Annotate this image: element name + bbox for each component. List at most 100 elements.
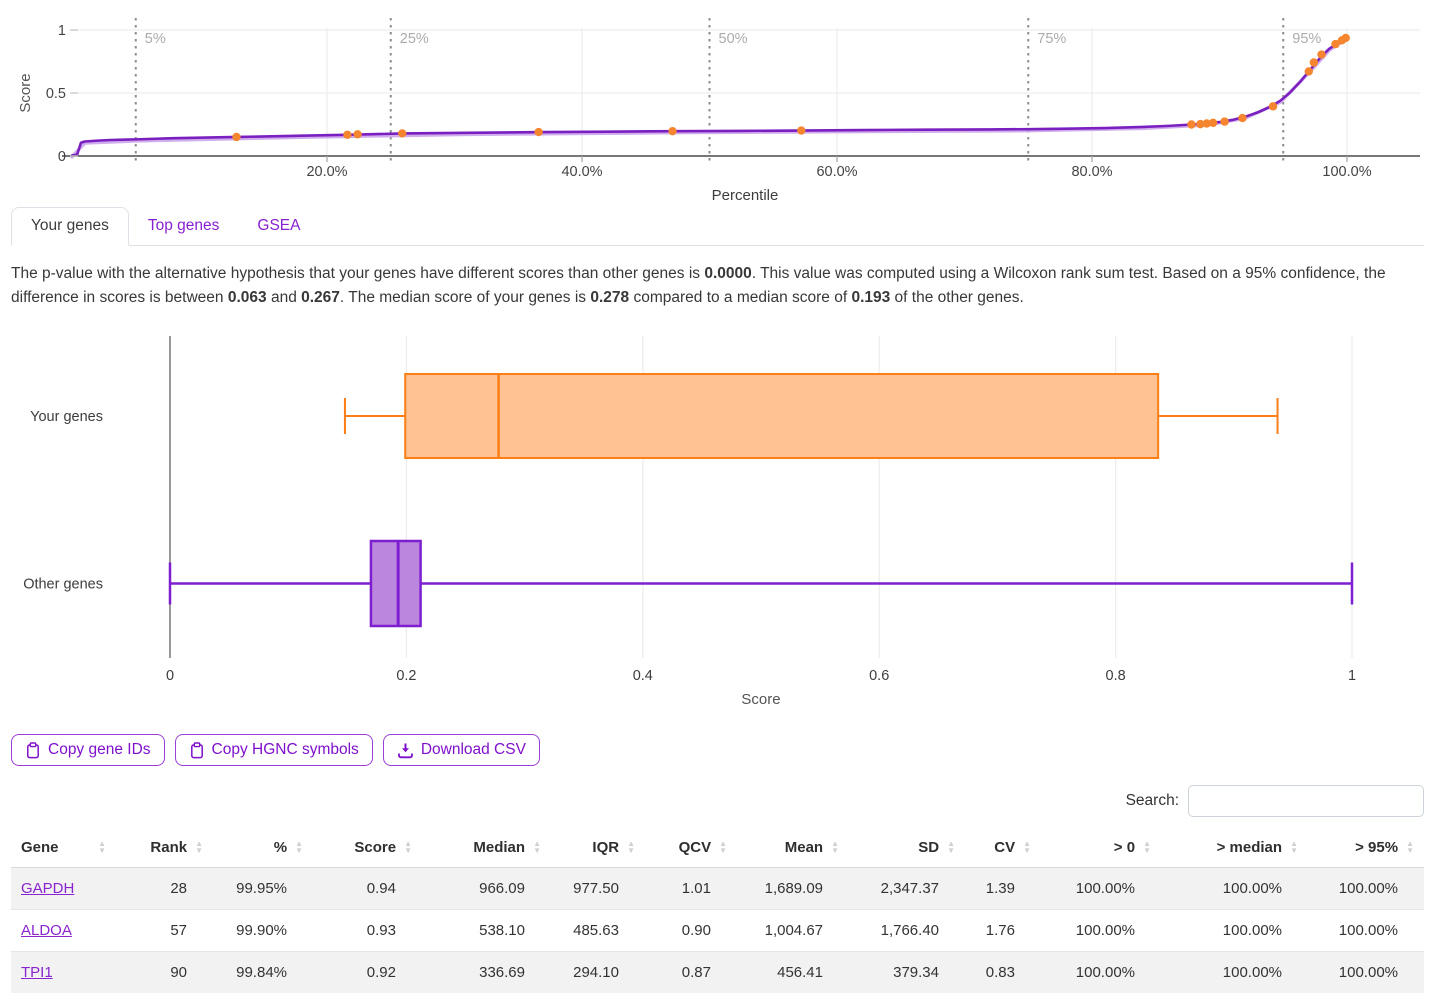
percentile-line-chart: 5%25%50%75%95%00.5120.0%40.0%60.0%80.0%1… [0,0,1435,205]
gene-link[interactable]: TPI1 [21,964,53,981]
cell-0: 100.00% [1041,910,1161,952]
table-header: Gene▲▼Rank▲▼%▲▼Score▲▼Median▲▼IQR▲▼QCV▲▼… [11,827,1424,868]
gene-link[interactable]: GAPDH [21,880,74,897]
cell-qcv: 0.87 [645,952,737,993]
cell-mean: 456.41 [737,952,849,993]
column-header-0[interactable]: > 0▲▼ [1041,827,1161,868]
column-label: Mean [785,839,823,856]
sort-icon[interactable]: ▲▼ [1290,840,1298,854]
sort-icon[interactable]: ▲▼ [947,840,955,854]
cell-gene: GAPDH [11,868,116,910]
cell-rank: 28 [116,868,213,910]
cell-mean: 1,004.67 [737,910,849,952]
x-tick-label: 0.6 [869,668,889,684]
column-header-qcv[interactable]: QCV▲▼ [645,827,737,868]
gene-point [1269,102,1277,110]
sort-icon[interactable]: ▲▼ [719,840,727,854]
download-icon [397,742,414,759]
sort-icon[interactable]: ▲▼ [1406,840,1414,854]
search-input[interactable] [1188,785,1424,817]
gene-point [1310,58,1318,66]
sort-icon[interactable]: ▲▼ [1023,840,1031,854]
x-tick-label: 1 [1348,668,1356,684]
tab-gsea[interactable]: GSEA [238,208,319,245]
x-axis-title: Percentile [712,187,779,204]
gene-point [1209,119,1217,127]
column-header-median[interactable]: Median ▲▼ [422,827,551,868]
stats-text: . The median score of your genes is [340,289,590,306]
tab-your-genes[interactable]: Your genes [11,207,129,246]
sort-icon[interactable]: ▲▼ [1143,840,1151,854]
cell-95: 100.00% [1308,952,1424,993]
column-header-rank[interactable]: Rank ▲▼ [116,827,213,868]
column-label: Median [473,839,525,856]
button-label: Download CSV [421,741,526,759]
x-tick-label: 60.0% [816,164,857,180]
gene-point [343,131,351,139]
cell-median: 336.69 [422,952,551,993]
gene-point [1187,120,1195,128]
toolbar: Copy gene IDs Copy HGNC symbols Download… [11,734,1435,766]
cell-median: 538.10 [422,910,551,952]
download-csv-button[interactable]: Download CSV [383,734,540,766]
column-label: Rank [150,839,187,856]
y-tick-label: 0.5 [46,86,66,102]
gene-point [1238,114,1246,122]
cell-gene: ALDOA [11,910,116,952]
cell-cv: 1.76 [965,910,1041,952]
gene-point [353,130,361,138]
cell-sd: 379.34 [849,952,965,993]
column-header-gene[interactable]: Gene ▲▼ [11,827,116,868]
gene-point [1220,117,1228,125]
x-tick-label: 20.0% [306,164,347,180]
percentile-marker-label: 25% [400,31,429,47]
cell-rank: 90 [116,952,213,993]
column-header-score[interactable]: Score ▲▼ [313,827,422,868]
column-header-iqr[interactable]: IQR▲▼ [551,827,645,868]
sort-icon[interactable]: ▲▼ [627,840,635,854]
genes-table: Gene▲▼Rank▲▼%▲▼Score▲▼Median▲▼IQR▲▼QCV▲▼… [11,827,1424,993]
gene-point [1317,50,1325,58]
tab-top-genes[interactable]: Top genes [129,208,239,245]
x-tick-label: 80.0% [1071,164,1112,180]
sort-icon[interactable]: ▲▼ [195,840,203,854]
stats-text: and [267,289,301,306]
cell-score: 0.94 [313,868,422,910]
percentile-marker-label: 50% [719,31,748,47]
gene-link[interactable]: ALDOA [21,922,72,939]
column-header-median[interactable]: > median▲▼ [1161,827,1308,868]
cell-cv: 1.39 [965,868,1041,910]
cell-rank: 57 [116,910,213,952]
y-tick-label: 1 [58,23,66,39]
sort-icon[interactable]: ▲▼ [295,840,303,854]
copy-hgnc-symbols-button[interactable]: Copy HGNC symbols [175,734,373,766]
cell-: 99.90% [213,910,313,952]
column-header-mean[interactable]: Mean ▲▼ [737,827,849,868]
column-header-sd[interactable]: SD ▲▼ [849,827,965,868]
button-label: Copy HGNC symbols [212,741,359,759]
cell-: 99.95% [213,868,313,910]
sort-icon[interactable]: ▲▼ [533,840,541,854]
sort-icon[interactable]: ▲▼ [831,840,839,854]
sort-icon[interactable]: ▲▼ [98,840,106,854]
x-tick-label: 40.0% [561,164,602,180]
cell-: 99.84% [213,952,313,993]
x-tick-label: 0 [166,668,174,684]
cell-95: 100.00% [1308,868,1424,910]
column-label: Score [354,839,396,856]
cell-cv: 0.83 [965,952,1041,993]
column-header-[interactable]: %▲▼ [213,827,313,868]
cell-mean: 1,689.09 [737,868,849,910]
column-label: SD [918,839,939,856]
sort-icon[interactable]: ▲▼ [404,840,412,854]
category-label: Other genes [23,577,103,593]
search-label: Search: [1126,792,1179,810]
column-label: Gene [21,839,59,856]
column-header-95[interactable]: > 95%▲▼ [1308,827,1424,868]
column-header-cv[interactable]: CV▲▼ [965,827,1041,868]
copy-gene-ids-button[interactable]: Copy gene IDs [11,734,165,766]
gene-point [1305,67,1313,75]
clipboard-icon [25,742,41,759]
percentile-marker-label: 5% [145,31,166,47]
